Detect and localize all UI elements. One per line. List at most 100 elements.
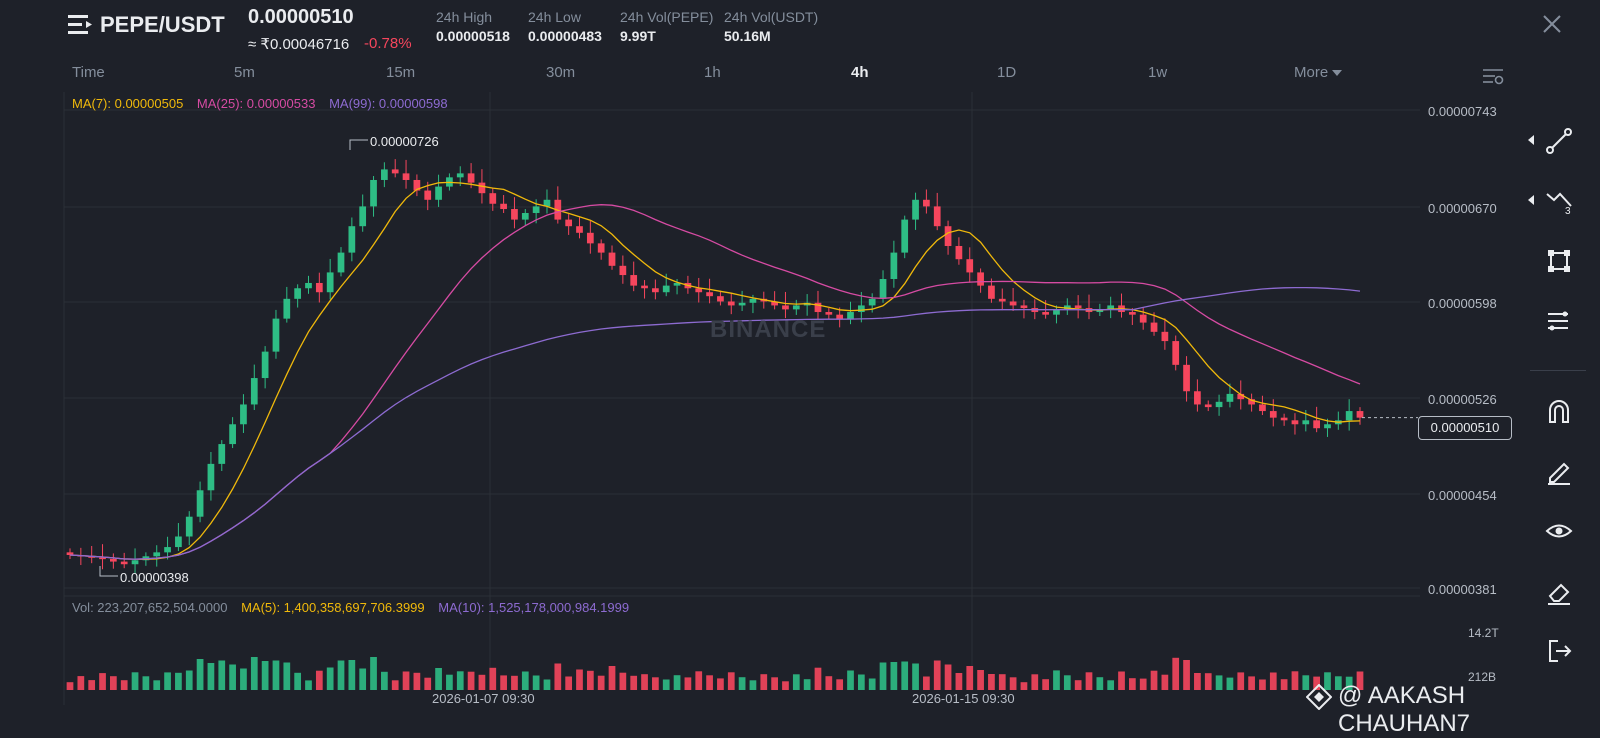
volume-bar xyxy=(890,662,898,690)
pencil-icon[interactable] xyxy=(1544,456,1574,486)
chart-settings-icon[interactable] xyxy=(1482,67,1504,87)
candle-body xyxy=(1020,305,1028,309)
volume-bar xyxy=(868,678,876,690)
candle-body xyxy=(662,285,670,293)
candle-body xyxy=(175,536,182,548)
candle-body xyxy=(456,173,464,178)
candle-body xyxy=(521,212,529,220)
multi-line-icon[interactable] xyxy=(1544,306,1574,336)
candle-body xyxy=(879,279,887,299)
volume-ma5: MA(5): 1,400,358,697,706.3999 xyxy=(241,600,425,615)
volume-bar xyxy=(901,661,909,690)
candle-body xyxy=(673,282,681,286)
tab-30m[interactable]: 30m xyxy=(546,64,576,81)
candle-body xyxy=(1172,341,1180,365)
candle-body xyxy=(792,305,800,310)
trading-pair-title[interactable]: PEPE/USDT xyxy=(100,12,225,37)
tab-time[interactable]: Time xyxy=(72,64,105,81)
volume-bar xyxy=(370,657,377,690)
volume-bar xyxy=(1269,672,1277,690)
candle-body xyxy=(532,206,540,213)
candle-body xyxy=(207,463,215,491)
tab-more[interactable]: More xyxy=(1294,64,1343,81)
volume-bar xyxy=(955,673,963,690)
trend-line-icon[interactable] xyxy=(1544,126,1574,156)
candle-body xyxy=(305,282,312,289)
candle-body xyxy=(901,219,909,253)
volume-bar xyxy=(164,672,171,690)
eraser-icon[interactable] xyxy=(1544,576,1574,606)
volume-bar xyxy=(424,677,432,690)
volume-bar xyxy=(489,667,497,690)
candle-body xyxy=(315,282,323,293)
tab-5m[interactable]: 5m xyxy=(234,64,255,81)
volume-bar xyxy=(673,675,681,690)
timeframe-tabs: Time 5m 15m 30m 1h 4h 1D 1w More xyxy=(0,64,1500,88)
high-annotation: 0.00000726 xyxy=(370,134,439,149)
volume-bar xyxy=(66,682,74,690)
candle-body xyxy=(825,312,833,315)
candle-body xyxy=(1356,411,1364,418)
fibonacci-icon[interactable]: 3 xyxy=(1544,186,1574,216)
candle-body xyxy=(814,302,822,313)
magnet-icon[interactable] xyxy=(1544,396,1574,426)
candle-body xyxy=(1215,401,1223,408)
volume-bar xyxy=(1128,678,1136,690)
candle-body xyxy=(1063,305,1071,310)
candle-body xyxy=(424,190,432,200)
expand-caret-icon[interactable] xyxy=(1528,135,1534,145)
volume-bar xyxy=(326,667,334,690)
price-chart[interactable] xyxy=(0,90,1520,710)
volume-bar xyxy=(760,674,768,690)
candle-body xyxy=(955,246,963,260)
candle-body xyxy=(923,199,930,207)
volume-bar xyxy=(1020,682,1028,690)
menu-icon[interactable] xyxy=(68,14,92,36)
volume-bar xyxy=(1063,675,1071,690)
volume-bar xyxy=(912,663,919,690)
candle-body xyxy=(88,556,96,558)
volume-bar xyxy=(142,676,150,690)
volume-bar xyxy=(1183,660,1190,690)
current-price-tag: 0.00000510 xyxy=(1418,416,1512,440)
volume-bar xyxy=(1280,679,1288,690)
tab-1d[interactable]: 1D xyxy=(997,64,1017,81)
volume-bar xyxy=(348,660,356,690)
candle-body xyxy=(933,206,941,227)
tab-4h[interactable]: 4h xyxy=(851,64,869,81)
volume-bar xyxy=(771,677,778,690)
volume-bar xyxy=(988,674,995,690)
volume-bar xyxy=(652,677,659,690)
volume-bar xyxy=(99,673,106,690)
chevron-down-icon xyxy=(1332,70,1343,77)
candle-body xyxy=(1324,424,1331,429)
exit-icon[interactable] xyxy=(1544,636,1574,666)
volume-bar xyxy=(1324,672,1331,690)
candle-body xyxy=(1139,314,1147,323)
volume-bar xyxy=(1074,680,1082,690)
candle-body xyxy=(641,285,648,289)
tab-1w[interactable]: 1w xyxy=(1148,64,1168,81)
volume-bar xyxy=(1194,673,1201,690)
volume-bar xyxy=(521,671,529,690)
tab-15m[interactable]: 15m xyxy=(386,64,416,81)
candle-body xyxy=(543,199,551,207)
expand-caret-icon[interactable] xyxy=(1528,195,1534,205)
eye-icon[interactable] xyxy=(1544,516,1574,546)
volume-bar xyxy=(294,672,302,690)
candle-body xyxy=(489,193,497,204)
volume-bar xyxy=(1009,677,1017,690)
candle-body xyxy=(66,552,74,555)
volume-bar xyxy=(782,681,789,690)
candle-body xyxy=(164,547,171,553)
volume-bar xyxy=(966,666,974,690)
volume-bar xyxy=(619,672,627,690)
close-icon[interactable] xyxy=(1540,12,1564,36)
candle-body xyxy=(1291,420,1299,425)
volume-bar xyxy=(1085,672,1093,690)
volume-bar xyxy=(1237,672,1245,690)
candle-body xyxy=(478,182,486,194)
shape-icon[interactable] xyxy=(1544,246,1574,276)
candle-body xyxy=(1150,322,1158,332)
tab-1h[interactable]: 1h xyxy=(704,64,721,81)
